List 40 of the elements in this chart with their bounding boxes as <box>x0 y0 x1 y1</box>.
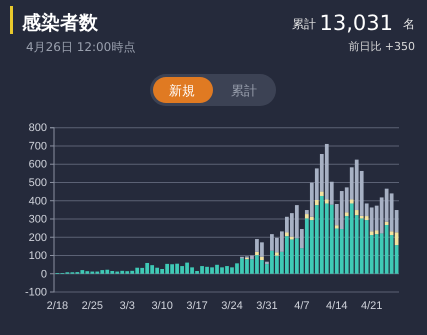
y-tick-label: 500 <box>28 176 47 189</box>
y-tick-label: 100 <box>28 250 47 262</box>
bar <box>334 225 339 228</box>
bar <box>354 210 359 216</box>
bar <box>260 256 264 260</box>
x-tick-label: 2/25 <box>82 300 104 312</box>
y-tick-label: 0 <box>40 268 47 280</box>
y-tick-label: 600 <box>28 158 47 171</box>
bar <box>324 199 329 204</box>
text: 累計 <box>231 84 257 99</box>
y-tick-label: 700 <box>28 140 47 152</box>
x-tick-label: 4/14 <box>326 300 348 312</box>
y-tick-label: 800 <box>28 122 47 134</box>
bar <box>255 252 259 256</box>
text: 名 <box>403 17 415 31</box>
bar <box>320 192 324 196</box>
text: 累計 <box>292 17 316 31</box>
y-tick-label: 300 <box>28 214 47 226</box>
text: 前日比 +350 <box>348 40 415 53</box>
x-tick-label: 3/3 <box>120 300 135 312</box>
bar <box>275 252 279 256</box>
x-tick-label: 3/10 <box>151 300 173 312</box>
x-tick-label: 4/7 <box>294 300 310 312</box>
x-tick-label: 3/31 <box>256 300 278 312</box>
y-tick-label: 400 <box>28 195 47 208</box>
x-tick-label: 4/21 <box>360 300 382 312</box>
text: 新規 <box>169 84 195 99</box>
bar <box>290 236 294 240</box>
chart-title: 感染者数 <box>21 12 99 34</box>
x-tick-label: 3/24 <box>221 300 243 312</box>
bar <box>265 262 269 264</box>
chart-subtitle: 4月26日 12:00時点 <box>26 40 136 54</box>
text: 13,031 <box>320 11 393 35</box>
bar <box>314 200 319 206</box>
x-tick-label: 2/18 <box>46 300 68 312</box>
x-tick-label: 3/17 <box>186 300 208 312</box>
bar <box>350 199 354 204</box>
bar <box>384 222 389 225</box>
y-tick-label: -100 <box>24 286 47 299</box>
y-tick-label: 200 <box>28 232 47 244</box>
